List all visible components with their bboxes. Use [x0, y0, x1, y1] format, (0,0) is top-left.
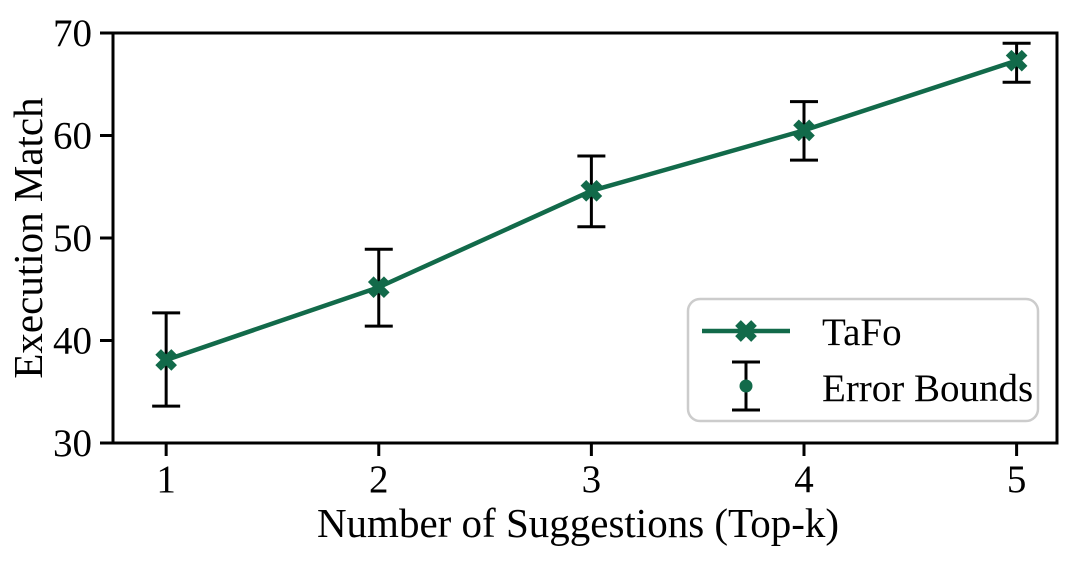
- legend-label-tafo: TaFo: [822, 311, 902, 354]
- y-tick-label: 60: [53, 115, 92, 158]
- legend-label-error-bounds: Error Bounds: [822, 367, 1033, 410]
- x-tick-label: 5: [1007, 458, 1027, 501]
- x-tick-label: 1: [156, 458, 176, 501]
- x-axis-ticks: 1 2 3 4 5: [156, 443, 1026, 501]
- series-markers: [155, 49, 1028, 371]
- data-point-x-marker: [155, 349, 177, 371]
- y-axis-ticks: 30 40 50 60 70: [53, 12, 113, 465]
- x-tick-label: 2: [369, 458, 389, 501]
- data-point-x-marker: [1005, 49, 1028, 72]
- x-tick-label: 3: [582, 458, 602, 501]
- y-tick-label: 30: [53, 422, 92, 465]
- y-tick-label: 40: [53, 320, 92, 363]
- x-tick-label: 4: [794, 458, 814, 501]
- legend: TaFo Error Bounds: [686, 297, 1040, 423]
- x-axis-label: Number of Suggestions (Top-k): [317, 500, 839, 546]
- y-axis-label: Execution Match: [5, 97, 51, 378]
- error-bars: [152, 41, 1031, 408]
- legend-errorbar-icon: [732, 360, 760, 412]
- data-point-x-marker: [367, 276, 390, 299]
- data-point-x-marker: [793, 119, 815, 142]
- y-tick-label: 70: [53, 12, 92, 55]
- legend-line-x-marker-icon: [702, 320, 790, 342]
- data-point-x-marker: [580, 180, 603, 202]
- y-tick-label: 50: [53, 217, 92, 260]
